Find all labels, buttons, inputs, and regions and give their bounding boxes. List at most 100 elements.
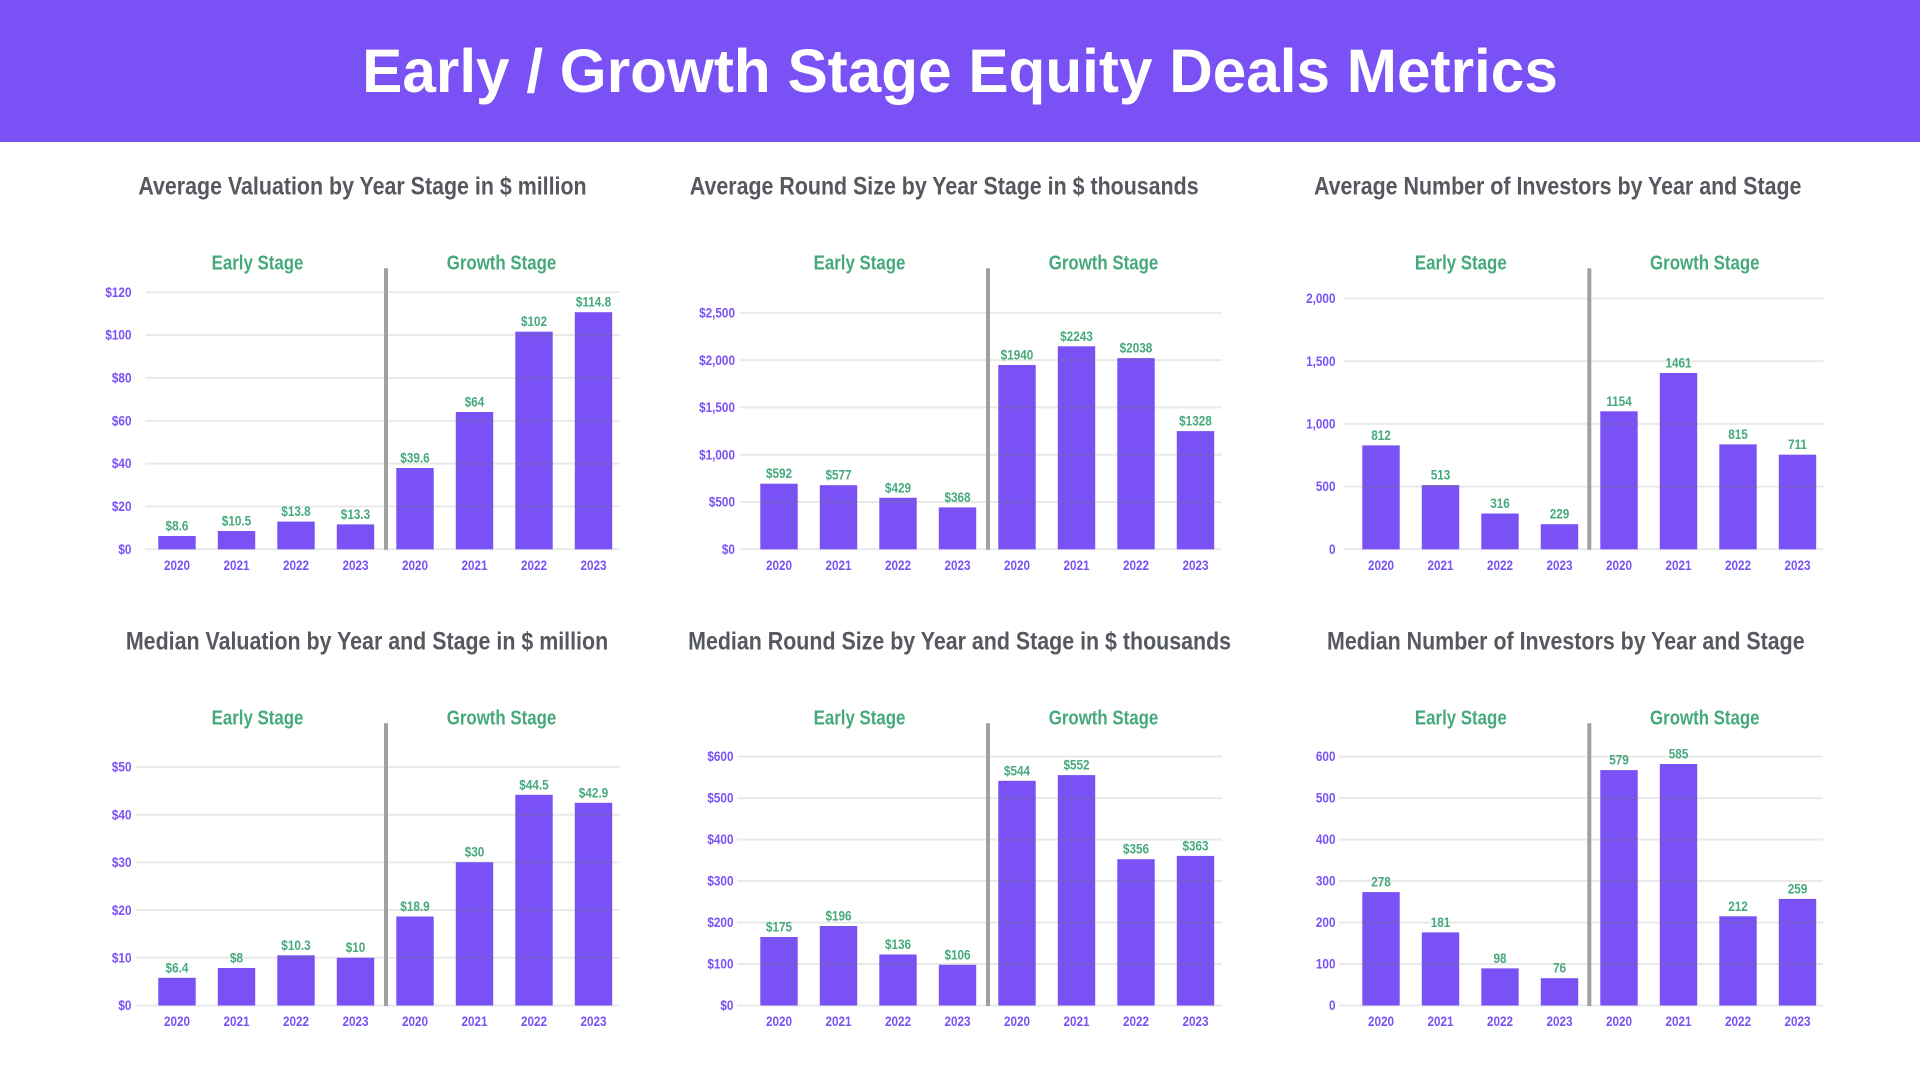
svg-text:2022: 2022 bbox=[1487, 558, 1513, 573]
svg-text:$1328: $1328 bbox=[1179, 414, 1212, 429]
svg-text:2020: 2020 bbox=[1606, 558, 1632, 573]
svg-text:$102: $102 bbox=[521, 314, 547, 329]
svg-text:2022: 2022 bbox=[1725, 1014, 1751, 1029]
svg-text:$42.9: $42.9 bbox=[579, 785, 608, 800]
svg-text:Growth Stage: Growth Stage bbox=[447, 706, 557, 729]
svg-text:Growth Stage: Growth Stage bbox=[1650, 706, 1760, 729]
svg-text:$1,500: $1,500 bbox=[699, 400, 735, 415]
svg-text:$400: $400 bbox=[707, 832, 733, 847]
svg-text:585: 585 bbox=[1669, 747, 1689, 762]
svg-text:2021: 2021 bbox=[1427, 1014, 1454, 1029]
svg-text:$552: $552 bbox=[1063, 758, 1089, 773]
svg-text:2023: 2023 bbox=[342, 558, 369, 573]
svg-text:2021: 2021 bbox=[825, 558, 852, 573]
svg-text:$500: $500 bbox=[707, 791, 733, 806]
svg-text:2022: 2022 bbox=[885, 558, 911, 573]
svg-text:212: 212 bbox=[1728, 899, 1748, 914]
svg-text:1461: 1461 bbox=[1665, 356, 1692, 371]
svg-text:$500: $500 bbox=[709, 495, 735, 510]
svg-text:$80: $80 bbox=[112, 371, 132, 386]
svg-text:$2038: $2038 bbox=[1120, 341, 1153, 356]
svg-text:$368: $368 bbox=[944, 490, 971, 505]
svg-text:2021: 2021 bbox=[461, 1014, 488, 1029]
svg-text:200: 200 bbox=[1316, 915, 1336, 930]
svg-text:Early Stage: Early Stage bbox=[814, 706, 906, 729]
svg-text:$13.3: $13.3 bbox=[341, 507, 371, 522]
svg-text:2021: 2021 bbox=[825, 1014, 852, 1029]
svg-text:76: 76 bbox=[1553, 961, 1567, 976]
svg-text:2023: 2023 bbox=[1182, 558, 1209, 573]
svg-text:$2,000: $2,000 bbox=[699, 353, 735, 368]
svg-text:$10.5: $10.5 bbox=[222, 514, 252, 529]
svg-text:2023: 2023 bbox=[580, 1014, 607, 1029]
svg-text:Early Stage: Early Stage bbox=[212, 706, 304, 729]
svg-text:$39.6: $39.6 bbox=[400, 451, 430, 466]
svg-text:Median Round Size by Year and: Median Round Size by Year and Stage in $… bbox=[688, 629, 1231, 656]
svg-text:98: 98 bbox=[1493, 951, 1507, 966]
svg-text:$10: $10 bbox=[346, 940, 366, 955]
svg-text:711: 711 bbox=[1788, 437, 1807, 452]
svg-text:$196: $196 bbox=[825, 909, 852, 924]
svg-text:$300: $300 bbox=[707, 874, 733, 889]
svg-text:Early Stage: Early Stage bbox=[212, 251, 304, 274]
svg-text:$577: $577 bbox=[825, 468, 851, 483]
svg-text:Average Round Size by Year Sta: Average Round Size by Year Stage in $ th… bbox=[690, 174, 1199, 201]
svg-text:$64: $64 bbox=[465, 395, 485, 410]
svg-text:100: 100 bbox=[1316, 957, 1336, 972]
svg-text:Average Number of Investors by: Average Number of Investors by Year and … bbox=[1314, 174, 1802, 201]
svg-text:400: 400 bbox=[1316, 832, 1336, 847]
svg-text:2020: 2020 bbox=[1368, 1014, 1394, 1029]
svg-text:500: 500 bbox=[1316, 479, 1336, 494]
svg-text:$0: $0 bbox=[118, 998, 131, 1013]
svg-text:$18.9: $18.9 bbox=[400, 899, 429, 914]
svg-text:$20: $20 bbox=[112, 499, 132, 514]
svg-text:$50: $50 bbox=[112, 760, 132, 775]
svg-text:2021: 2021 bbox=[1063, 558, 1090, 573]
svg-text:2020: 2020 bbox=[1004, 558, 1030, 573]
svg-text:2023: 2023 bbox=[1182, 1014, 1209, 1029]
svg-text:2022: 2022 bbox=[521, 558, 547, 573]
svg-text:812: 812 bbox=[1371, 428, 1391, 443]
svg-text:2020: 2020 bbox=[1004, 1014, 1030, 1029]
svg-text:Growth Stage: Growth Stage bbox=[1049, 251, 1159, 274]
svg-text:2020: 2020 bbox=[402, 558, 428, 573]
svg-text:2020: 2020 bbox=[766, 1014, 792, 1029]
svg-text:$356: $356 bbox=[1123, 842, 1150, 857]
svg-text:Early Stage: Early Stage bbox=[1415, 706, 1507, 729]
svg-text:$8.6: $8.6 bbox=[166, 519, 189, 534]
svg-text:2021: 2021 bbox=[1665, 1014, 1692, 1029]
svg-text:2,000: 2,000 bbox=[1306, 291, 1335, 306]
svg-text:$44.5: $44.5 bbox=[519, 777, 549, 792]
svg-text:Growth Stage: Growth Stage bbox=[1049, 706, 1159, 729]
svg-text:$1,000: $1,000 bbox=[699, 447, 735, 462]
svg-text:$100: $100 bbox=[707, 957, 733, 972]
svg-text:2022: 2022 bbox=[1123, 1014, 1149, 1029]
svg-text:2020: 2020 bbox=[164, 558, 190, 573]
svg-text:$175: $175 bbox=[766, 920, 793, 935]
svg-text:$100: $100 bbox=[105, 328, 131, 343]
svg-text:$200: $200 bbox=[707, 915, 733, 930]
svg-text:0: 0 bbox=[1329, 998, 1336, 1013]
svg-text:$10: $10 bbox=[112, 950, 132, 965]
svg-text:$544: $544 bbox=[1004, 763, 1031, 778]
svg-text:278: 278 bbox=[1371, 875, 1391, 890]
svg-text:2021: 2021 bbox=[461, 558, 488, 573]
svg-text:2021: 2021 bbox=[1427, 558, 1454, 573]
svg-text:Median Number of Investors by: Median Number of Investors by Year and S… bbox=[1327, 629, 1805, 656]
svg-text:Median Valuation by Year and S: Median Valuation by Year and Stage in $ … bbox=[126, 629, 608, 656]
svg-text:$30: $30 bbox=[112, 855, 132, 870]
svg-text:$40: $40 bbox=[112, 456, 132, 471]
svg-text:2023: 2023 bbox=[1784, 558, 1811, 573]
svg-text:300: 300 bbox=[1316, 874, 1336, 889]
svg-text:$120: $120 bbox=[105, 285, 131, 300]
svg-text:$106: $106 bbox=[944, 947, 971, 962]
svg-text:$114.8: $114.8 bbox=[576, 295, 612, 310]
svg-text:$10.3: $10.3 bbox=[281, 938, 311, 953]
svg-text:Early / Growth Stage Equity De: Early / Growth Stage Equity Deals Metric… bbox=[362, 37, 1558, 105]
svg-text:2020: 2020 bbox=[766, 558, 792, 573]
svg-text:$1940: $1940 bbox=[1001, 348, 1034, 363]
svg-text:$2243: $2243 bbox=[1060, 329, 1093, 344]
svg-text:2023: 2023 bbox=[944, 558, 971, 573]
svg-text:2022: 2022 bbox=[283, 1014, 309, 1029]
svg-text:Average Valuation by Year Stag: Average Valuation by Year Stage in $ mil… bbox=[138, 174, 586, 201]
